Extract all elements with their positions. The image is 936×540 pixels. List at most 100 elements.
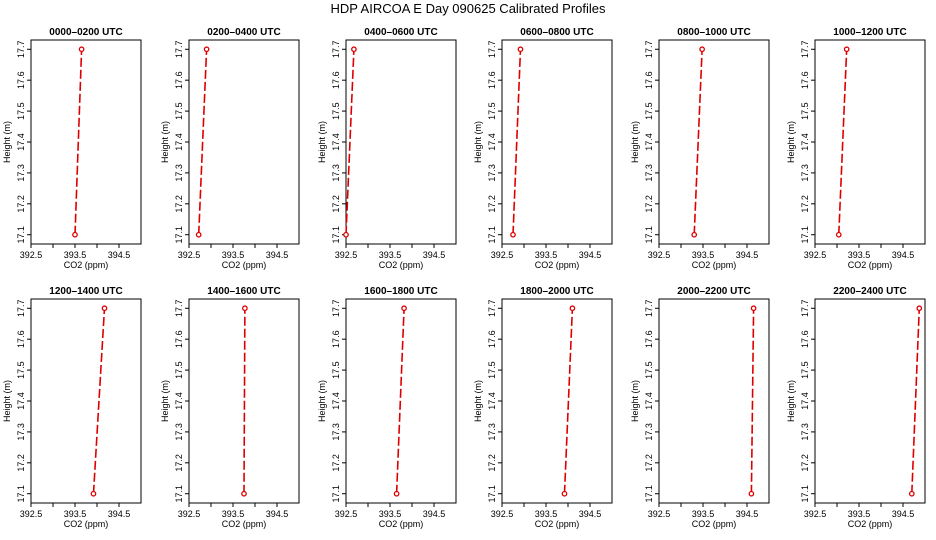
- y-tick-label: 17.5: [331, 102, 341, 120]
- y-tick-label: 17.6: [16, 330, 26, 348]
- profile-panel-12: 2200–2400 UTC 392.5 393.5 394.5 17.1 17.2 17.3…: [786, 286, 926, 529]
- y-tick-label: 17.7: [174, 300, 184, 318]
- y-tick-label: 17.5: [800, 361, 810, 379]
- x-tick-label: 392.5: [335, 250, 358, 260]
- profile-line: [837, 49, 848, 235]
- y-axis-label: Height (m): [160, 380, 170, 422]
- x-axis-label: CO2 (ppm): [379, 519, 424, 529]
- x-tick-label: 394.5: [423, 509, 446, 519]
- y-tick-label: 17.1: [16, 226, 26, 244]
- panel-title: 1600–1800 UTC: [364, 286, 437, 297]
- y-tick-label: 17.3: [487, 423, 497, 441]
- y-tick-label: 17.1: [800, 485, 810, 503]
- y-tick-label: 17.5: [487, 102, 497, 120]
- y-axis-label: Height (m): [2, 121, 12, 163]
- y-tick-label: 17.1: [644, 226, 654, 244]
- x-tick-label: 392.5: [804, 250, 827, 260]
- profile-panel-5: 0800–1000 UTC 392.5 393.5 394.5 17.1 17.2 17.3…: [630, 27, 770, 270]
- x-axis-label: CO2 (ppm): [379, 260, 424, 270]
- y-axis-label: Height (m): [317, 121, 327, 163]
- plot-frame: [814, 39, 926, 245]
- y-tick-label: 17.1: [16, 485, 26, 503]
- y-tick-label: 17.5: [16, 361, 26, 379]
- data-point-marker: [241, 490, 247, 497]
- y-axis-label: Height (m): [160, 121, 170, 163]
- x-tick-label: 394.5: [892, 509, 915, 519]
- y-tick-label: 17.2: [16, 195, 26, 213]
- x-tick-label: 393.5: [222, 509, 245, 519]
- y-tick-label: 17.1: [487, 226, 497, 244]
- x-axis-label: CO2 (ppm): [848, 260, 893, 270]
- profile-panel-8: 1400–1600 UTC 392.5 393.5 394.5 17.1 17.2 17.3…: [160, 286, 300, 529]
- x-axis-label: CO2 (ppm): [535, 260, 580, 270]
- x-axis-label: CO2 (ppm): [64, 260, 109, 270]
- y-axis-label: Height (m): [786, 380, 796, 422]
- y-tick-label: 17.7: [331, 41, 341, 59]
- x-tick-label: 392.5: [491, 509, 514, 519]
- x-tick-label: 392.5: [804, 509, 827, 519]
- data-point-marker: [699, 46, 705, 53]
- panel-title: 1200–1400 UTC: [49, 286, 122, 297]
- y-tick-label: 17.2: [800, 454, 810, 472]
- y-tick-label: 17.6: [174, 71, 184, 89]
- y-tick-label: 17.7: [16, 41, 26, 59]
- panel-title: 0600–0800 UTC: [520, 27, 593, 38]
- profile-line: [911, 308, 921, 494]
- y-tick-label: 17.5: [174, 102, 184, 120]
- y-tick-label: 17.4: [487, 392, 497, 410]
- y-tick-label: 17.6: [331, 71, 341, 89]
- y-tick-label: 17.6: [487, 71, 497, 89]
- x-tick-label: 394.5: [423, 250, 446, 260]
- y-tick-label: 17.6: [16, 71, 26, 89]
- y-tick-label: 17.5: [644, 102, 654, 120]
- y-tick-label: 17.7: [800, 41, 810, 59]
- data-point-marker: [393, 490, 400, 497]
- panel-title: 0800–1000 UTC: [677, 27, 750, 38]
- profile-panel-3: 0400–0600 UTC 392.5 393.5 394.5 17.1 17.2 17.3…: [317, 27, 457, 270]
- y-tick-label: 17.3: [331, 164, 341, 182]
- data-point-marker: [916, 305, 923, 312]
- x-tick-label: 393.5: [692, 250, 715, 260]
- y-tick-label: 17.2: [487, 195, 497, 213]
- y-tick-label: 17.1: [800, 226, 810, 244]
- x-tick-label: 394.5: [108, 509, 131, 519]
- plot-frame: [30, 298, 142, 504]
- x-tick-label: 393.5: [64, 250, 87, 260]
- data-point-marker: [72, 231, 78, 238]
- x-axis-label: CO2 (ppm): [535, 519, 580, 529]
- y-tick-label: 17.3: [174, 423, 184, 441]
- y-tick-label: 17.3: [174, 164, 184, 182]
- y-tick-label: 17.6: [800, 330, 810, 348]
- data-point-marker: [843, 46, 850, 53]
- y-tick-label: 17.4: [800, 133, 810, 151]
- y-tick-label: 17.6: [487, 330, 497, 348]
- y-tick-label: 17.2: [174, 195, 184, 213]
- data-point-marker: [908, 490, 915, 497]
- panel-title: 1400–1600 UTC: [207, 286, 280, 297]
- x-tick-label: 393.5: [848, 509, 871, 519]
- y-tick-label: 17.4: [331, 392, 341, 410]
- x-tick-label: 393.5: [535, 509, 558, 519]
- y-tick-label: 17.7: [800, 300, 810, 318]
- panel-title: 0400–0600 UTC: [364, 27, 437, 38]
- x-tick-label: 392.5: [178, 250, 201, 260]
- profile-panel-2: 0200–0400 UTC 392.5 393.5 394.5 17.1 17.2 17.3…: [160, 27, 300, 270]
- profile-panel-1: 0000–0200 UTC 392.5 393.5 394.5 17.1 17.2 17.3…: [2, 27, 142, 270]
- x-tick-label: 394.5: [736, 509, 759, 519]
- y-tick-label: 17.7: [487, 41, 497, 59]
- plot-frame: [658, 39, 770, 245]
- y-tick-label: 17.3: [487, 164, 497, 182]
- data-point-marker: [691, 231, 698, 238]
- y-tick-label: 17.7: [331, 300, 341, 318]
- y-tick-label: 17.7: [644, 300, 654, 318]
- y-tick-label: 17.3: [16, 164, 26, 182]
- data-point-marker: [569, 305, 576, 312]
- profile-line: [693, 49, 703, 235]
- y-tick-label: 17.2: [487, 454, 497, 472]
- data-point-marker: [748, 490, 755, 497]
- y-axis-label: Height (m): [473, 380, 483, 422]
- x-tick-label: 393.5: [222, 250, 245, 260]
- data-point-marker: [90, 490, 97, 497]
- x-tick-label: 393.5: [848, 250, 871, 260]
- data-point-marker: [835, 231, 842, 238]
